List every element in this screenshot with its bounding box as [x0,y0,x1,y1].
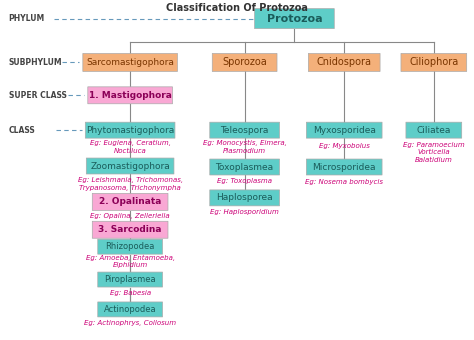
Text: 1. Mastigophora: 1. Mastigophora [89,91,172,100]
Text: Eg: Toxoplasma: Eg: Toxoplasma [217,178,272,184]
Text: 3. Sarcodina: 3. Sarcodina [99,225,162,234]
Text: Eg: Haplosporidium: Eg: Haplosporidium [210,209,279,215]
Text: Classification Of Protozoa: Classification Of Protozoa [166,3,308,13]
Text: Protozoa: Protozoa [266,14,322,23]
FancyBboxPatch shape [92,193,168,210]
Text: Phytomastigophora: Phytomastigophora [86,126,174,135]
Text: Eg: Leishmania, Trichomonas,
Trypanosoma, Trichonympha: Eg: Leishmania, Trichomonas, Trypanosoma… [78,177,182,191]
FancyBboxPatch shape [86,158,174,174]
FancyBboxPatch shape [85,122,175,138]
FancyBboxPatch shape [92,221,168,238]
Text: Ciliatea: Ciliatea [417,126,451,135]
Text: Eg: Monocystis, Eimera,
Plasmodium: Eg: Monocystis, Eimera, Plasmodium [203,140,287,154]
FancyBboxPatch shape [255,8,334,29]
Text: Teleospora: Teleospora [220,126,269,135]
Text: Eg: Amoeba, Entamoeba,
Elphidium: Eg: Amoeba, Entamoeba, Elphidium [86,255,175,268]
Text: 2. Opalinata: 2. Opalinata [99,197,161,206]
Text: Microsporidea: Microsporidea [312,163,376,171]
Text: Sarcomastigophora: Sarcomastigophora [86,58,174,67]
Text: Piroplasmea: Piroplasmea [104,275,156,284]
Text: Haplosporea: Haplosporea [216,193,273,202]
Text: Eg: Babesia: Eg: Babesia [109,290,151,296]
FancyBboxPatch shape [212,53,277,71]
FancyBboxPatch shape [401,53,467,71]
FancyBboxPatch shape [88,87,173,104]
Text: Eg: Nosema bombycis: Eg: Nosema bombycis [305,179,383,185]
Text: Cnidospora: Cnidospora [317,57,372,67]
Text: Actinopodea: Actinopodea [104,305,156,314]
Text: SUPER CLASS: SUPER CLASS [9,91,66,100]
Text: Eg: Paramoecium
Vorticella
Balatidium: Eg: Paramoecium Vorticella Balatidium [403,141,465,163]
Text: Eg: Opalina, Zelleriella: Eg: Opalina, Zelleriella [91,213,170,219]
FancyBboxPatch shape [210,159,280,175]
FancyBboxPatch shape [406,122,462,138]
Text: PHYLUM: PHYLUM [9,14,45,23]
Text: Eg: Actinophrys, Collosum: Eg: Actinophrys, Collosum [84,320,176,326]
FancyBboxPatch shape [306,159,382,175]
Text: Myxosporidea: Myxosporidea [313,126,376,135]
Text: Rhizopodea: Rhizopodea [105,242,155,251]
FancyBboxPatch shape [210,122,280,138]
Text: CLASS: CLASS [9,126,36,135]
FancyBboxPatch shape [98,239,163,254]
FancyBboxPatch shape [83,53,177,71]
Text: Sporozoa: Sporozoa [222,57,267,67]
Text: Zoomastigophora: Zoomastigophora [90,162,170,171]
FancyBboxPatch shape [306,122,382,138]
FancyBboxPatch shape [98,302,163,317]
Text: Eg: Myxobolus: Eg: Myxobolus [319,143,370,149]
Text: Eg: Euglena, Ceratium,
Noctiluca: Eg: Euglena, Ceratium, Noctiluca [90,140,171,154]
Text: Ciliophora: Ciliophora [409,57,458,67]
FancyBboxPatch shape [309,53,380,71]
FancyBboxPatch shape [98,272,163,287]
Text: Toxoplasmea: Toxoplasmea [216,163,273,171]
Text: SUBPHYLUM: SUBPHYLUM [9,58,62,67]
FancyBboxPatch shape [210,190,280,206]
